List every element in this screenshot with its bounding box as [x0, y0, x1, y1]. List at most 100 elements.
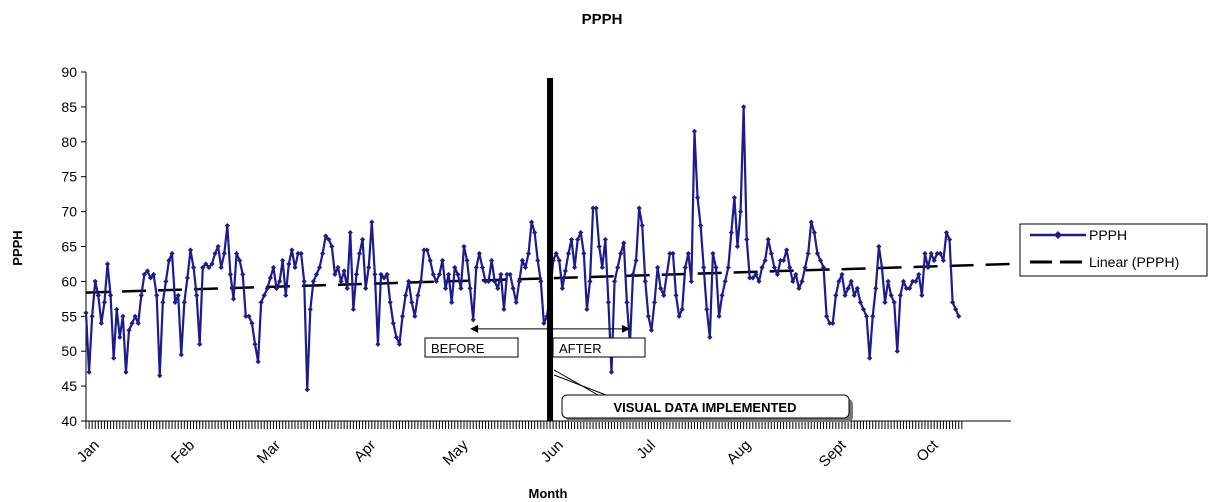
data-point [522, 264, 529, 271]
y-tick-label: 60 [61, 273, 77, 289]
data-point [224, 222, 230, 229]
data-point [390, 320, 396, 326]
data-point [572, 264, 578, 271]
data-point [873, 285, 879, 291]
data-point [925, 264, 931, 271]
data-point [403, 292, 409, 298]
data-point [252, 341, 258, 347]
data-point [618, 250, 624, 257]
data-point [848, 278, 854, 284]
data-point [310, 278, 317, 284]
legend-label-linear: Linear (PPPH) [1089, 254, 1179, 270]
data-point [624, 299, 630, 305]
y-tick-label: 45 [61, 378, 77, 394]
data-point [845, 285, 851, 291]
data-point [430, 271, 436, 278]
data-point [928, 250, 934, 257]
data-point [584, 306, 590, 312]
data-point [602, 236, 608, 243]
data-point [292, 264, 298, 271]
data-point [916, 271, 922, 278]
data-point [418, 278, 424, 284]
data-point [200, 264, 206, 271]
data-point [867, 355, 873, 361]
data-point [206, 264, 212, 271]
x-axis [85, 421, 963, 429]
month-label: Oct [913, 436, 942, 465]
data-point [452, 264, 458, 271]
data-point [212, 250, 218, 257]
data-point [267, 275, 273, 281]
data-point [556, 257, 562, 264]
data-point [710, 250, 716, 257]
data-point [151, 271, 157, 278]
data-point [934, 250, 940, 257]
data-point [510, 285, 516, 291]
data-point [716, 313, 722, 319]
data-point [98, 320, 104, 326]
data-point [639, 222, 645, 229]
data-point [243, 313, 249, 319]
y-tick-label: 40 [61, 413, 77, 429]
data-point [449, 299, 455, 305]
data-point [135, 320, 141, 326]
data-point [771, 264, 777, 271]
data-point [559, 285, 565, 291]
after-box [552, 337, 646, 358]
data-point [891, 299, 897, 305]
data-point [704, 306, 710, 312]
data-point [679, 306, 685, 312]
data-point [436, 271, 443, 278]
y-tick-label: 70 [61, 204, 77, 220]
data-point [332, 271, 338, 278]
data-point [141, 271, 147, 278]
data-point [323, 233, 329, 239]
data-point [814, 250, 820, 257]
data-point [796, 285, 802, 291]
data-point [956, 313, 962, 319]
data-point [953, 306, 959, 312]
arrow-head-right [621, 324, 630, 333]
data-point [581, 250, 587, 257]
legend-marker-ppph [1054, 231, 1062, 239]
implemented-label: VISUAL DATA IMPLEMENTED [614, 400, 797, 415]
data-point [532, 229, 538, 236]
data-point [648, 327, 655, 333]
data-point [519, 257, 525, 264]
data-point [482, 278, 489, 284]
x-axis-title: Month [529, 486, 568, 501]
y-tick-label: 80 [61, 134, 77, 150]
data-point [218, 264, 224, 271]
data-point [492, 278, 498, 284]
data-point [442, 285, 449, 291]
data-point [919, 292, 925, 298]
data-point [777, 257, 784, 264]
after-label: AFTER [559, 341, 602, 356]
data-point [458, 285, 464, 291]
data-point [341, 268, 347, 274]
data-point [83, 310, 89, 316]
data-point [725, 264, 731, 271]
month-labels: Jan Feb Mar Apr May Jun Jul Aug Sept Oct [74, 436, 943, 470]
data-point [264, 285, 270, 291]
data-point [439, 257, 446, 264]
data-point [701, 264, 707, 271]
data-point [765, 236, 771, 243]
data-point [89, 313, 95, 319]
data-point [301, 278, 307, 284]
data-point [366, 264, 372, 271]
data-point [329, 243, 335, 250]
data-point [799, 278, 805, 284]
data-point [154, 292, 160, 298]
data-point [495, 285, 501, 291]
data-point [593, 205, 599, 211]
data-point [719, 292, 725, 298]
data-point [101, 299, 108, 305]
data-point [190, 264, 197, 271]
data-point [842, 292, 848, 298]
data-point [114, 306, 120, 312]
data-point [747, 275, 753, 281]
data-point [888, 292, 894, 298]
data-point [688, 278, 694, 284]
